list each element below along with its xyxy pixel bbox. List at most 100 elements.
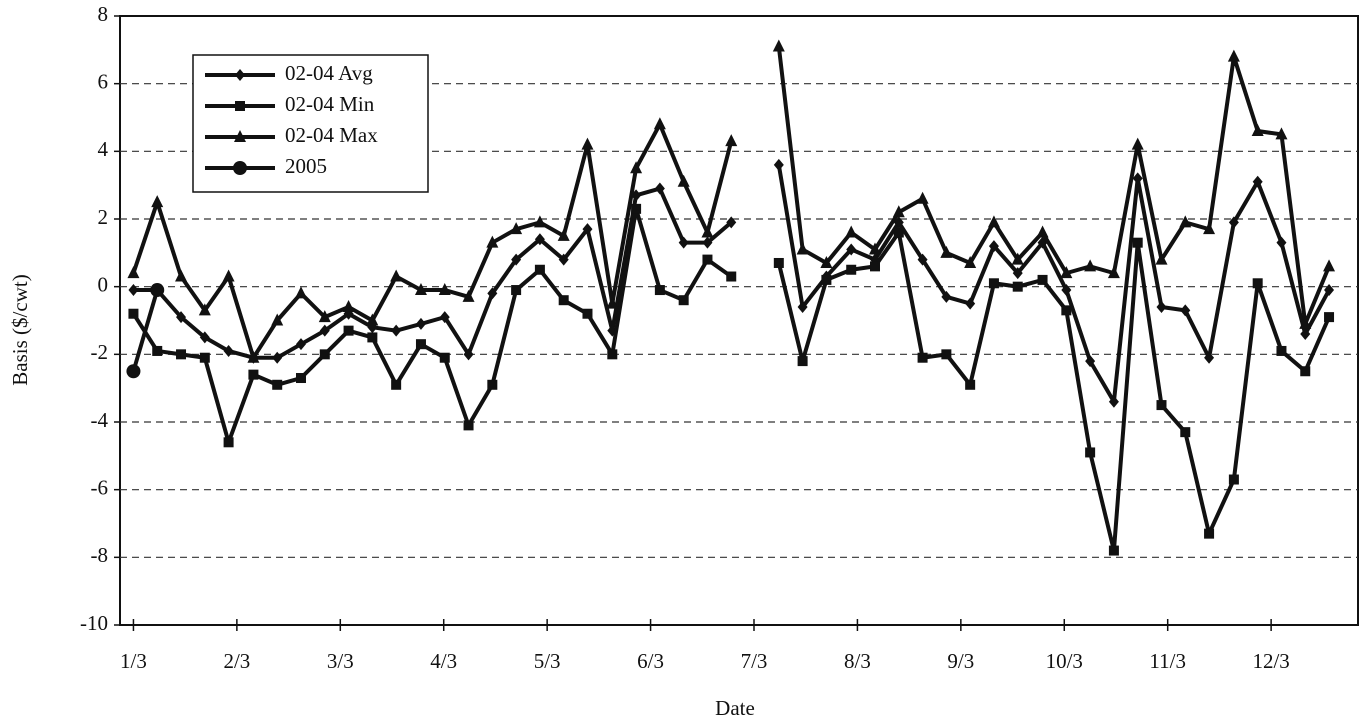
y-tick-label: -10: [80, 611, 108, 635]
data-point: [1180, 304, 1191, 317]
data-point: [917, 253, 928, 266]
data-point: [630, 161, 643, 174]
data-point: [678, 295, 689, 306]
data-point: [988, 240, 999, 253]
data-point: [1011, 252, 1024, 265]
data-point: [415, 317, 426, 330]
data-point: [607, 349, 618, 360]
data-point: [1227, 49, 1240, 62]
data-point: [248, 369, 259, 380]
data-point: [391, 379, 402, 390]
data-point: [557, 228, 570, 241]
data-point: [152, 345, 163, 356]
data-point: [941, 349, 952, 360]
data-point: [797, 356, 808, 367]
data-point: [558, 295, 569, 306]
data-point: [534, 233, 545, 246]
data-point: [1012, 281, 1023, 292]
data-point: [126, 364, 141, 379]
data-point: [677, 174, 690, 187]
data-point: [271, 313, 284, 326]
data-point: [964, 255, 977, 268]
data-point: [342, 299, 355, 312]
series-line: [133, 164, 1331, 404]
data-point: [1108, 395, 1119, 408]
x-tick-label: 10/3: [1046, 649, 1083, 673]
data-point: [1323, 259, 1336, 272]
data-point: [1061, 284, 1072, 297]
data-point: [631, 203, 642, 214]
data-point: [463, 348, 474, 361]
data-point: [176, 311, 187, 324]
data-point: [319, 324, 330, 337]
data-point: [128, 308, 139, 319]
data-point: [1299, 316, 1312, 329]
y-tick-label: -2: [91, 340, 109, 364]
data-point: [1180, 427, 1191, 438]
data-point: [1228, 216, 1239, 229]
data-point: [151, 195, 164, 208]
y-tick-label: 2: [98, 205, 109, 229]
data-point: [176, 349, 187, 360]
data-point: [773, 158, 784, 171]
data-point: [439, 352, 450, 363]
y-tick-label: 6: [98, 69, 109, 93]
data-point: [1132, 172, 1143, 185]
data-point: [726, 271, 737, 282]
data-point: [510, 222, 523, 235]
data-point: [1085, 355, 1096, 368]
data-point: [797, 300, 808, 313]
data-point: [796, 242, 809, 255]
data-point: [295, 373, 306, 384]
data-point: [606, 296, 619, 309]
data-point: [1252, 278, 1263, 289]
legend-label: 02-04 Max: [285, 123, 378, 147]
data-point: [1108, 545, 1119, 556]
legend-label: 02-04 Min: [285, 92, 375, 116]
legend-marker: [233, 161, 247, 175]
data-point: [295, 338, 306, 351]
data-point: [582, 223, 593, 236]
data-point: [199, 331, 210, 344]
data-point: [987, 215, 1000, 228]
data-point: [534, 264, 545, 275]
data-point: [272, 351, 283, 364]
data-point: [1204, 351, 1215, 364]
data-point: [367, 332, 378, 343]
data-point: [1131, 137, 1144, 150]
data-point: [820, 255, 833, 268]
legend-marker: [235, 69, 245, 81]
data-point: [653, 117, 666, 130]
data-point: [1155, 252, 1168, 265]
data-point: [390, 269, 403, 282]
data-point: [1276, 236, 1287, 249]
data-point: [150, 283, 165, 298]
data-point: [1084, 259, 1097, 272]
data-point: [892, 205, 905, 218]
data-point: [533, 215, 546, 228]
data-point: [916, 191, 929, 204]
data-point: [870, 261, 881, 272]
data-point: [654, 285, 665, 296]
data-point: [319, 349, 330, 360]
data-point: [558, 253, 569, 266]
data-point: [1300, 328, 1311, 341]
data-point: [965, 379, 976, 390]
x-tick-label: 11/3: [1149, 649, 1186, 673]
y-tick-label: -6: [91, 475, 109, 499]
legend-label: 02-04 Avg: [285, 61, 373, 85]
data-point: [701, 225, 714, 238]
data-point: [223, 344, 234, 357]
data-point: [486, 235, 499, 248]
data-point: [1228, 474, 1239, 485]
data-point: [1037, 274, 1048, 285]
data-point: [343, 325, 354, 336]
x-axis-label: Date: [715, 696, 755, 720]
data-point: [1156, 400, 1167, 411]
data-point: [1324, 312, 1335, 323]
data-point: [846, 264, 857, 275]
data-point: [1204, 528, 1215, 539]
data-point: [845, 225, 858, 238]
legend-label: 2005: [285, 154, 327, 178]
